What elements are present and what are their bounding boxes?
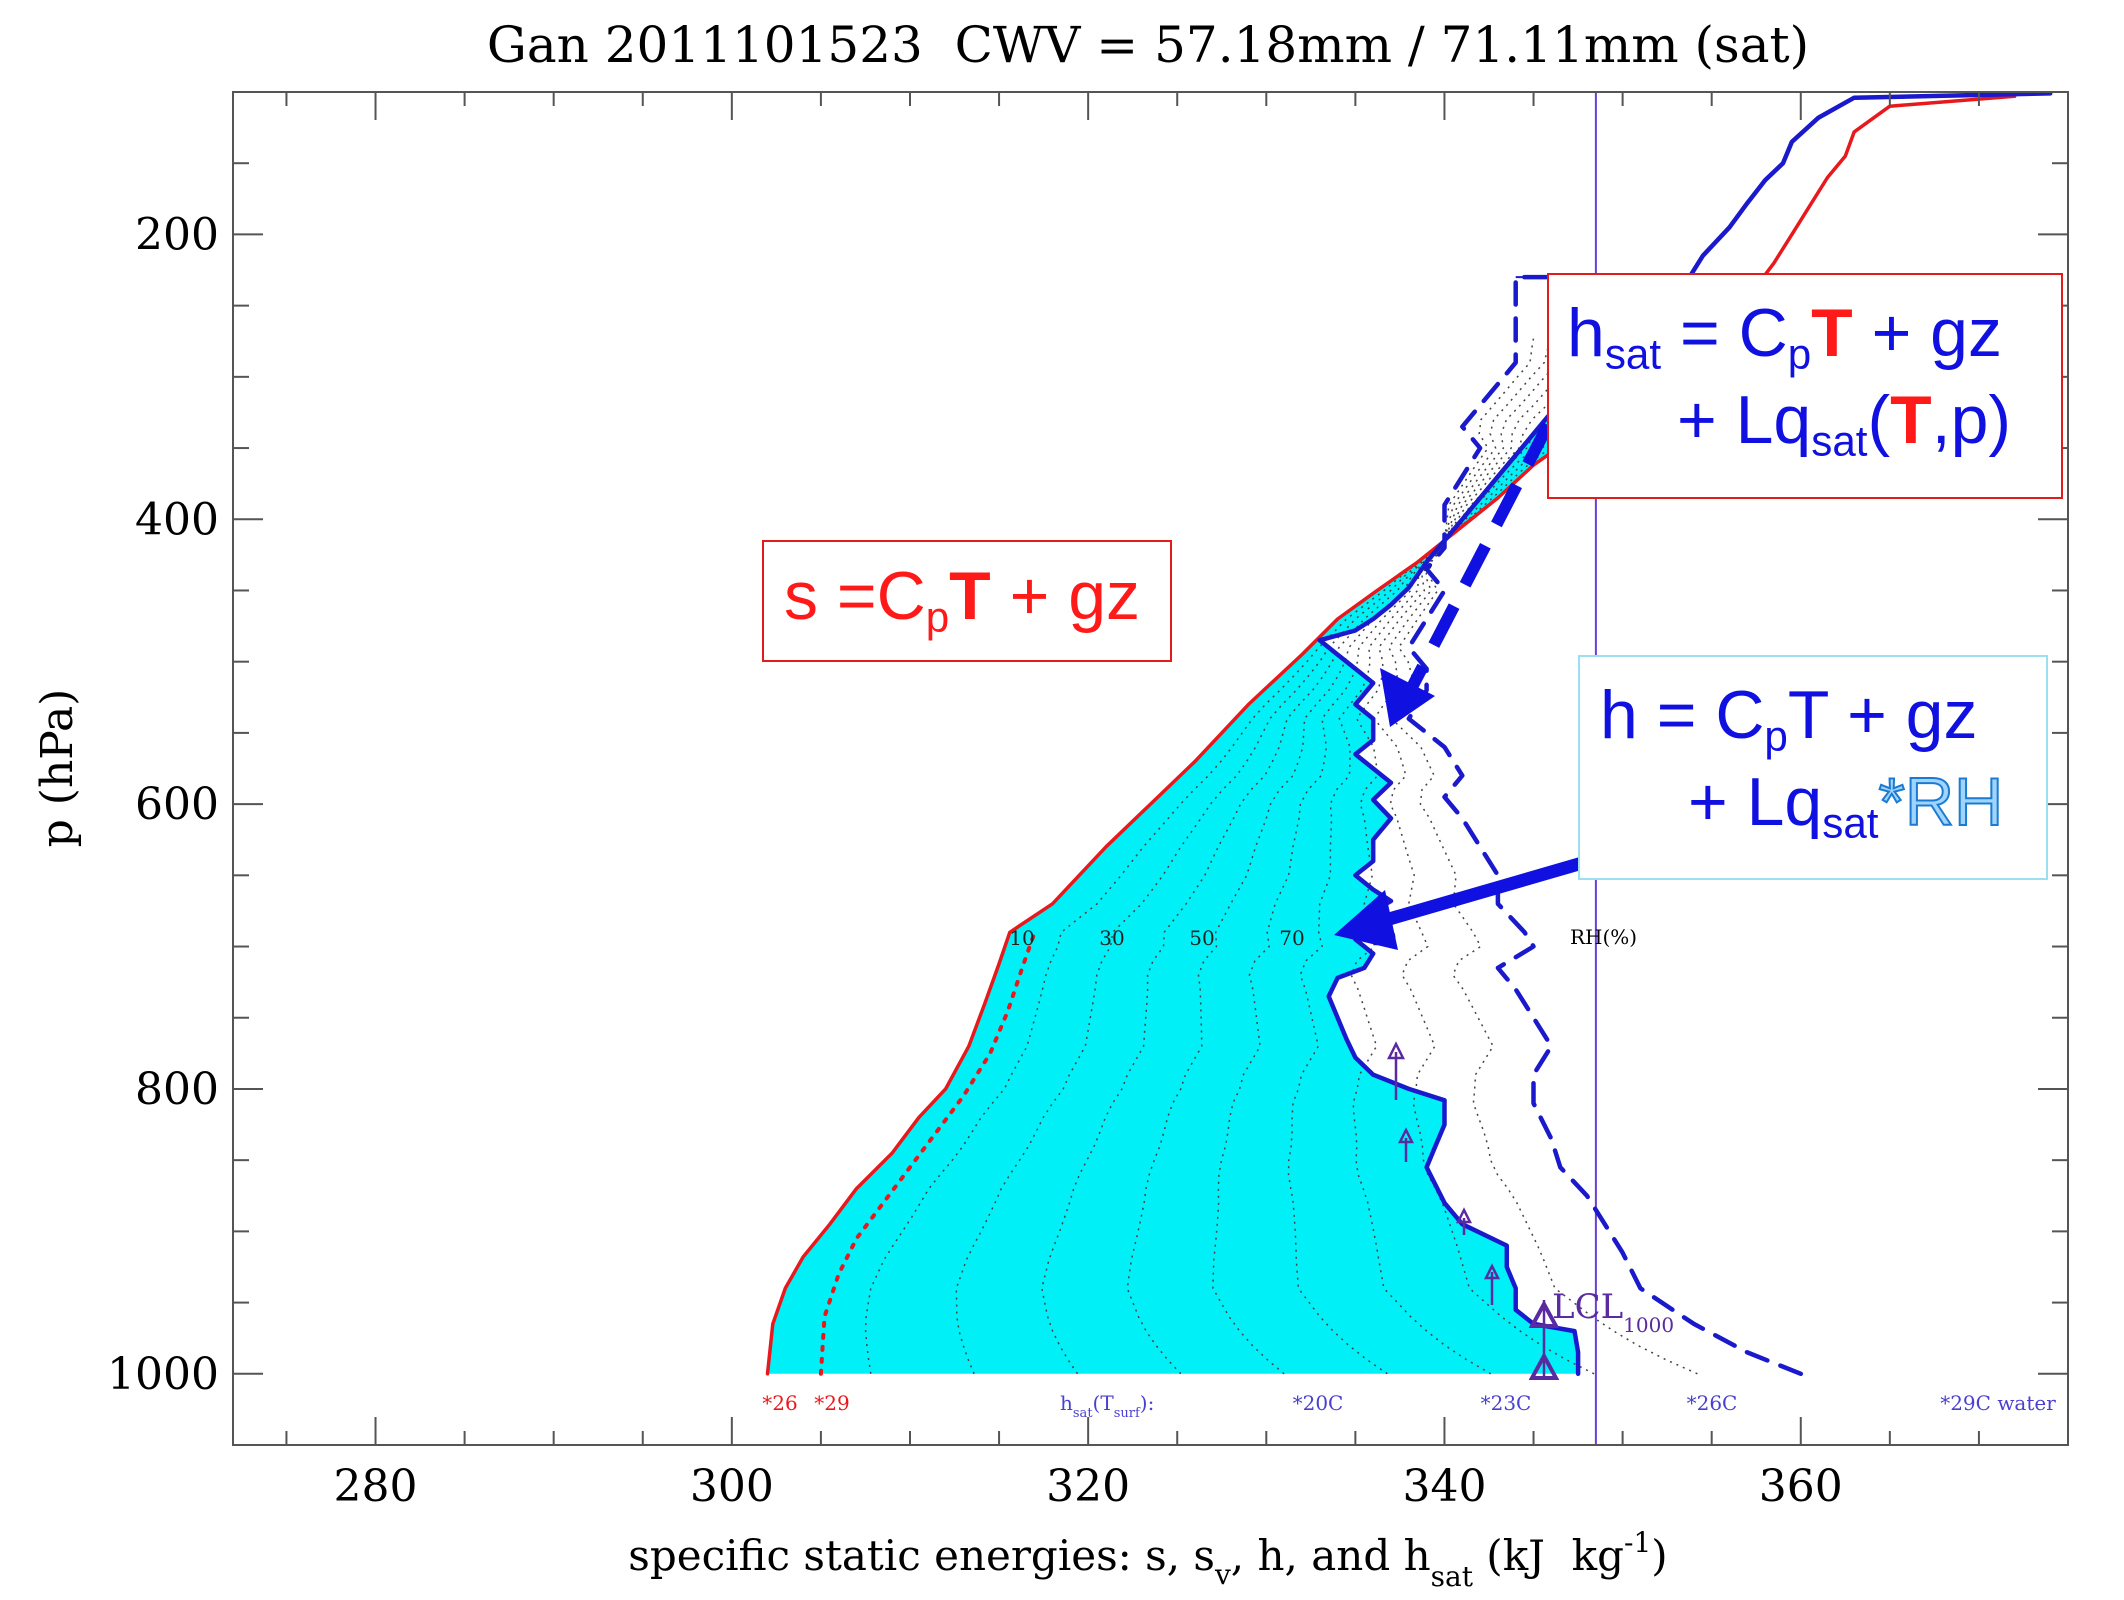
sv-dotted-line [818,930,1037,1376]
arrow-hsat [1380,422,1554,727]
tsurf-labels: *26 *29 *20C *23C *26C *29C water [762,1391,2056,1415]
tsurf-label: *23C [1481,1391,1532,1415]
y-tick-label: 1000 [107,1349,219,1400]
rh-label: 10 [1009,926,1034,950]
s-line [765,94,2017,1376]
x-tick-label: 360 [1759,1461,1843,1512]
tsurf-label: *26 [762,1391,797,1415]
x-tick-label: 320 [1046,1461,1130,1512]
parcel-markers [1386,1041,1560,1380]
h-equation-box: h = CpT + gz + Lqsat*RH [1578,655,2048,880]
moist-fill-area [767,305,1721,1374]
x-tick-label: 300 [690,1461,774,1512]
x-tick-label: 340 [1402,1461,1486,1512]
hsat-equation-box: hsat = CpT + gz + Lqsat(T,p) [1547,273,2063,499]
rh-isopleth [1390,333,1698,1375]
y-axis: 200 400 600 800 1000 [107,162,2068,1446]
y-tick-label: 400 [135,494,219,545]
rh-isopleth [1287,333,1591,1375]
lcl-label: LCL1000 [1552,1287,1674,1337]
y-tick-label: 800 [135,1064,219,1115]
tsurf-label: *20C [1293,1391,1344,1415]
hsat-tsurf-label: hsat(Tsurf): [1060,1391,1154,1421]
hsat-dashed-line [1406,274,1804,1377]
rh-label: 50 [1189,926,1214,950]
arrow-h [1334,852,1598,950]
x-axis-label: specific static energies: s, sv, h, and … [628,1526,1667,1593]
chart-title: Gan 2011101523 CWV = 57.18mm / 71.11mm (… [487,16,1809,74]
tsurf-label: *26C [1687,1391,1738,1415]
rh-isopleth [1212,333,1609,1375]
rh-label: 70 [1279,926,1304,950]
plot-frame [232,91,2069,1446]
y-axis-label: p (hPa) [32,689,83,848]
tsurf-label: *29 [814,1391,849,1415]
rh-label: 30 [1099,926,1124,950]
s-equation-box: s =CpT + gz [762,540,1172,662]
y-tick-label: 600 [135,779,219,830]
y-tick-label: 200 [135,209,219,260]
tsurf-label: *29C water [1940,1391,2056,1415]
rh-axis-label: RH(%) [1570,925,1637,949]
x-tick-label: 280 [334,1461,418,1512]
x-axis: 280 300 320 340 360 [285,92,2069,1512]
